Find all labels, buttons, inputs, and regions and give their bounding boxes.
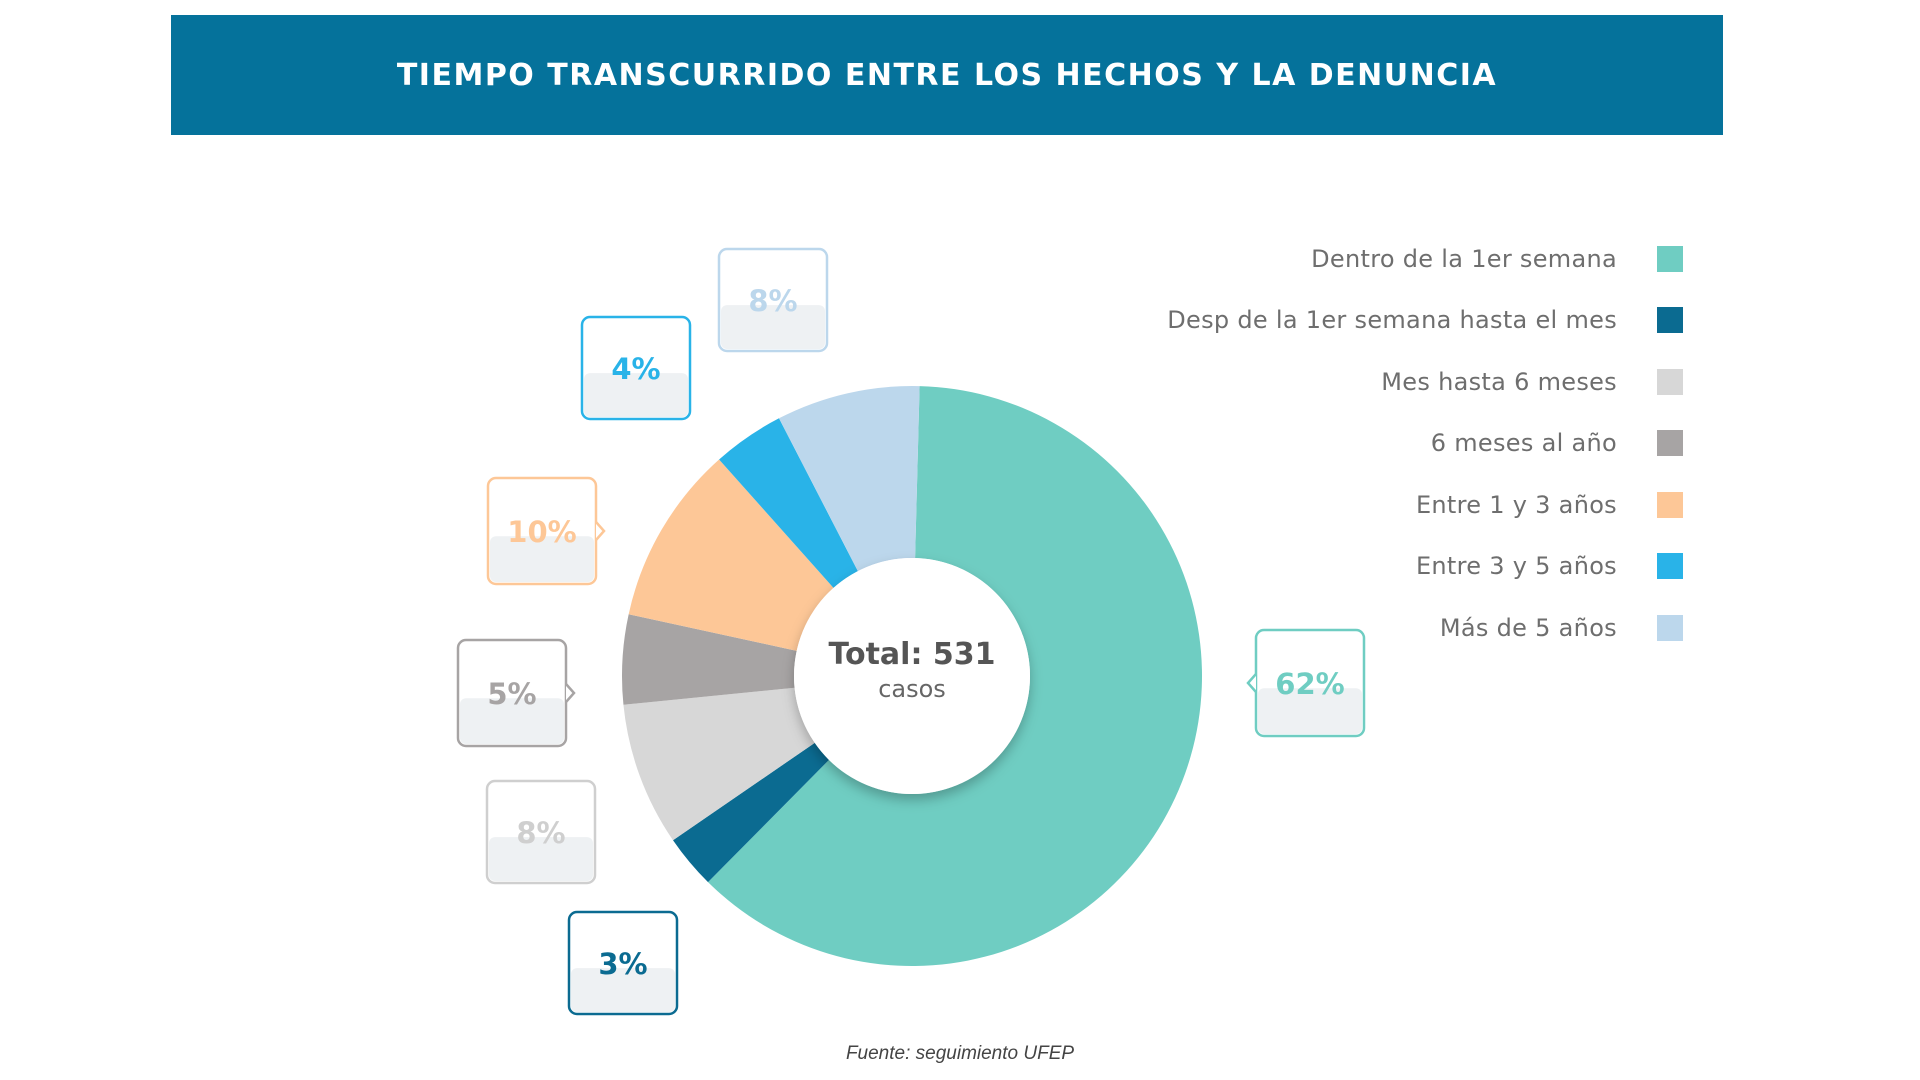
callout-shade (490, 536, 594, 582)
legend-label: 6 meses al año (1430, 429, 1617, 458)
percent-callout-3: 8% (485, 779, 597, 885)
slice-5 (628, 459, 834, 651)
legend-item: 6 meses al año (983, 413, 1683, 475)
slice-2 (673, 742, 829, 883)
percent-label: 5% (487, 677, 536, 711)
callout-box (485, 779, 597, 885)
legend-item: Entre 3 y 5 años (983, 536, 1683, 598)
percent-label: 8% (748, 284, 797, 318)
legend-item: Dentro de la 1er semana (983, 228, 1683, 290)
callout-shade (571, 968, 675, 1012)
callout-shade (460, 698, 564, 744)
legend-swatch (1657, 307, 1683, 334)
callout-shade (721, 305, 825, 349)
slice-1 (708, 386, 1203, 966)
slice-3 (623, 687, 815, 841)
callout-shade (584, 373, 688, 417)
callout-box (580, 315, 692, 421)
percent-label: 62% (1275, 667, 1344, 701)
slice-4 (622, 614, 797, 705)
percent-callout-2: 3% (567, 910, 679, 1016)
center-unit: casos (878, 675, 946, 703)
center-total: Total: 531 (828, 637, 995, 672)
callout-pointer (565, 683, 576, 703)
percent-callout-6: 4% (580, 315, 692, 421)
callout-box (567, 910, 679, 1016)
legend-swatch (1657, 553, 1683, 580)
legend-swatch (1657, 245, 1683, 272)
legend-item: Desp de la 1er semana hasta el mes (983, 290, 1683, 352)
legend-label: Más de 5 años (1439, 613, 1617, 642)
legend: Dentro de la 1er semana Desp de la 1er se… (983, 228, 1683, 659)
callout-pointer (595, 521, 606, 541)
legend-item: Mes hasta 6 meses (983, 351, 1683, 413)
legend-label: Entre 1 y 3 años (1415, 490, 1617, 519)
percent-callout-4: 5% (456, 638, 576, 748)
callout-pointer (1246, 673, 1257, 693)
callout-box (717, 247, 829, 353)
legend-item: Más de 5 años (983, 597, 1683, 659)
percent-callout-1: 62% (1246, 628, 1366, 738)
donut-hole (794, 558, 1030, 794)
percent-label: 10% (507, 515, 576, 549)
legend-swatch (1657, 430, 1683, 457)
legend-label: Entre 3 y 5 años (1415, 552, 1617, 581)
legend-label: Dentro de la 1er semana (1311, 244, 1617, 273)
callout-shade (489, 837, 593, 881)
legend-swatch (1657, 368, 1683, 395)
legend-label: Mes hasta 6 meses (1381, 367, 1617, 396)
legend-item: Entre 1 y 3 años (983, 474, 1683, 536)
slice-7 (778, 386, 920, 572)
title-banner: TIEMPO TRANSCURRIDO ENTRE LOS HECHOS Y L… (171, 15, 1723, 135)
chart-title: TIEMPO TRANSCURRIDO ENTRE LOS HECHOS Y L… (396, 57, 1498, 93)
source-note: Fuente: seguimiento UFEP (845, 1043, 1075, 1064)
legend-swatch (1657, 491, 1683, 518)
percent-label: 4% (611, 352, 660, 386)
slice-6 (719, 418, 858, 588)
percent-label: 8% (516, 816, 565, 850)
percent-label: 3% (598, 947, 647, 981)
percent-callout-7: 8% (717, 247, 829, 353)
legend-swatch (1657, 614, 1683, 641)
legend-label: Desp de la 1er semana hasta el mes (1167, 306, 1617, 335)
callout-shade (1258, 688, 1362, 734)
percent-callout-5: 10% (486, 476, 606, 586)
